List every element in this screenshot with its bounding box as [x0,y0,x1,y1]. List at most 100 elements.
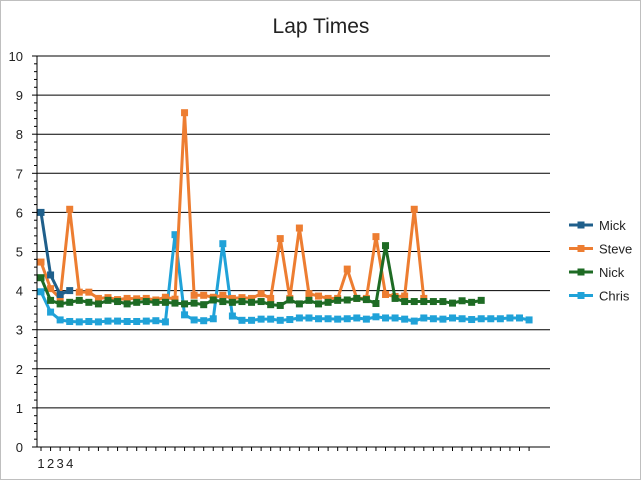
data-point [362,315,370,323]
data-point [248,316,256,324]
data-point [248,298,256,306]
data-point [85,317,93,325]
data-point [391,314,399,322]
chart-title: Lap Times [273,15,370,38]
series-line [39,111,426,302]
y-tick-label: 8 [16,127,23,142]
data-point [276,316,284,324]
data-point [161,293,169,301]
data-point [343,315,351,323]
legend-label: Chris [599,289,630,304]
data-point [56,294,64,302]
data-point [391,294,399,302]
data-point [161,298,169,306]
data-point [47,271,55,279]
data-point [343,296,351,304]
data-point [133,295,141,303]
data-point [228,294,236,302]
data-point [295,300,303,308]
data-point [85,288,93,296]
data-point [267,315,275,323]
data-point [382,314,390,322]
data-point [372,313,380,321]
data-point [286,296,294,304]
data-point [305,314,313,322]
data-point [334,315,342,323]
data-point [429,298,437,306]
data-point [66,205,74,213]
data-point [133,317,141,325]
data-point [47,308,55,316]
y-tick-label: 3 [16,323,23,338]
data-point [382,291,390,299]
data-point [439,298,447,306]
legend: Mick Steve Nick Chris [569,218,632,304]
data-point [276,235,284,243]
data-point [123,294,131,302]
data-point [75,296,83,304]
data-point [56,316,64,324]
data-point [295,314,303,322]
data-point [286,316,294,324]
legend-swatch-marker [577,292,585,299]
data-point [315,300,323,308]
y-tick-label: 10 [9,49,23,64]
data-point [200,317,208,325]
data-point [449,299,457,307]
gridlines [37,55,550,409]
y-tick-label: 2 [16,362,23,377]
data-point [468,298,476,306]
data-point [47,296,55,304]
legend-label: Nick [599,265,625,280]
data-point [305,296,313,304]
data-point [200,301,208,309]
data-point [161,318,169,326]
data-point [56,300,64,308]
data-point [209,296,217,304]
legend-swatch-marker [577,268,585,276]
data-point [257,298,265,306]
data-point [315,315,323,323]
data-point [190,299,198,307]
data-point [142,298,150,306]
data-point [209,315,217,323]
data-point [525,316,533,324]
data-point [324,294,332,302]
data-point [219,291,227,299]
data-point [200,291,208,299]
data-point [104,296,112,304]
data-point [353,294,361,302]
data-point [516,314,523,322]
data-point [66,298,74,306]
y-tick-label: 5 [16,245,23,260]
data-point [181,311,189,319]
y-tick-label: 1 [16,401,23,416]
data-point [324,315,332,323]
data-point [238,316,246,324]
series-line [39,233,530,324]
series-chris [37,231,533,326]
y-tick-label: 0 [16,440,23,455]
data-point [190,291,198,299]
data-point [66,287,74,295]
plot-series [37,109,533,326]
data-point [75,318,83,326]
legend-swatch-marker [577,245,585,252]
legend-item: Chris [569,289,630,304]
data-point [114,298,122,306]
data-point [468,316,476,324]
data-point [228,298,236,306]
data-point [439,315,447,323]
data-point [410,205,418,213]
data-point [305,290,313,298]
data-point [133,298,141,306]
data-point [85,298,93,306]
data-point [75,288,83,296]
y-tick-label: 4 [16,284,23,299]
data-point [142,317,150,325]
data-point [267,301,275,309]
data-point [401,298,409,306]
data-point [410,298,418,306]
data-point [171,231,179,239]
